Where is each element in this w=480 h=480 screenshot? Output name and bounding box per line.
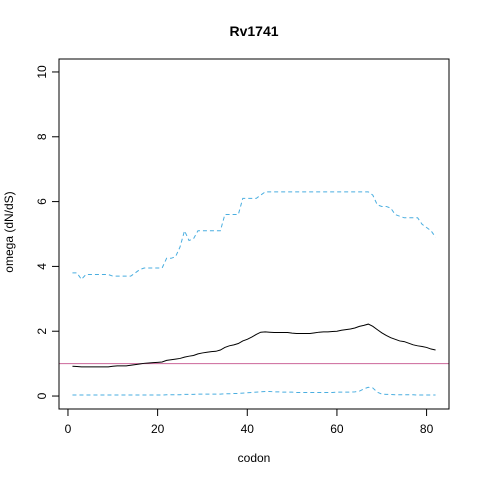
y-tick-label: 6: [35, 198, 49, 205]
series-line-lower: [72, 386, 436, 396]
y-axis: 0 2 4 6 8 10: [35, 65, 59, 399]
x-tick-label: 0: [65, 422, 72, 436]
series-layer: [72, 191, 436, 396]
series-line-upper: [72, 191, 436, 281]
series-line-mean: [72, 323, 436, 368]
plot-frame: [58, 58, 450, 410]
y-axis-label: omega (dN/dS): [2, 191, 16, 272]
chart-title: Rv1741: [229, 23, 278, 39]
x-tick-label: 80: [420, 422, 434, 436]
y-tick-label: 8: [35, 133, 49, 140]
x-tick-label: 40: [241, 422, 255, 436]
x-tick-label: 60: [330, 422, 344, 436]
y-tick-label: 2: [35, 328, 49, 335]
y-tick-label: 4: [35, 263, 49, 270]
x-axis-label: codon: [238, 451, 271, 465]
x-tick-label: 20: [151, 422, 165, 436]
y-tick-label: 0: [35, 392, 49, 399]
x-axis: 0 20 40 60 80: [65, 409, 434, 436]
y-tick-label: 10: [35, 65, 49, 79]
